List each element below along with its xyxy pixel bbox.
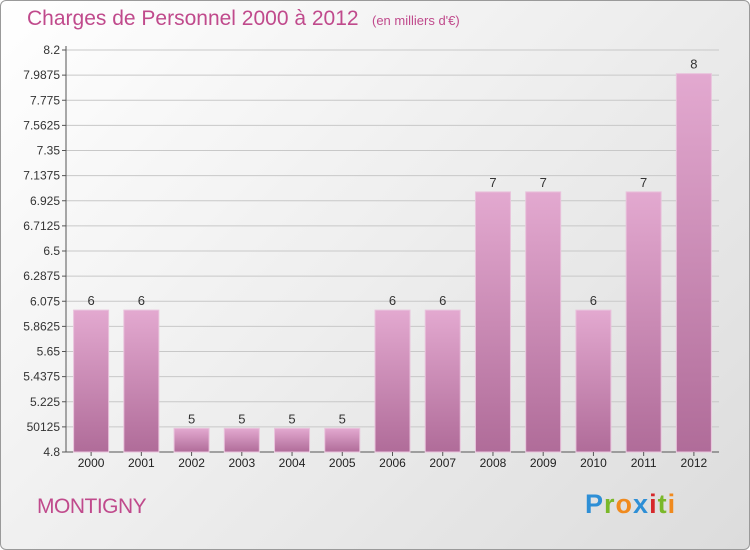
y-tick-label: 8.2 [43, 43, 60, 57]
logo-letter: o [615, 489, 634, 519]
data-label: 6 [590, 293, 597, 308]
y-tick-label: 6.7125 [23, 219, 60, 233]
x-tick-label: 2000 [78, 456, 105, 470]
logo-letter: r [604, 489, 616, 519]
chart-title: Charges de Personnel 2000 à 2012 [27, 7, 359, 30]
y-tick-label: 7.35 [37, 144, 61, 158]
x-tick-label: 2006 [379, 456, 406, 470]
bar-2009 [525, 191, 562, 453]
bars [73, 73, 712, 453]
data-label: 6 [439, 293, 446, 308]
y-tick-label: 7.1375 [23, 169, 60, 183]
data-label: 7 [540, 175, 547, 190]
x-tick-label: 2003 [228, 456, 255, 470]
y-tick-label: 6.925 [30, 194, 60, 208]
data-label: 6 [138, 293, 145, 308]
y-tick-label: 5.4375 [23, 370, 60, 384]
y-tick-label: 6.5 [43, 244, 60, 258]
commune-name: MONTIGNY [37, 495, 147, 518]
x-tick-label: 2012 [681, 456, 708, 470]
logo-letter: x [633, 489, 650, 519]
y-tick-labels: 4.8 50125 5.225 5.4375 5.65 5.8625 6.075 6.2875… [23, 43, 60, 459]
data-label: 5 [339, 411, 346, 426]
bar-2000 [73, 309, 110, 453]
data-label: 6 [389, 293, 396, 308]
y-tick-label: 50125 [27, 420, 61, 434]
bar-2011 [625, 191, 662, 453]
data-label: 6 [87, 293, 94, 308]
y-tick-label: 7.9875 [23, 68, 60, 82]
data-label: 7 [489, 175, 496, 190]
data-label: 5 [238, 411, 245, 426]
logo-letter: t [657, 489, 668, 519]
x-tick-labels: 2000 2001 2002 2003 2004 2005 2006 2007 2008 2009… [78, 452, 708, 470]
y-tick-label: 4.8 [43, 445, 60, 459]
y-tick-label: 6.2875 [23, 269, 60, 283]
logo-letter: i [667, 489, 677, 519]
bar-2004 [274, 427, 311, 453]
bar-2006 [374, 309, 411, 453]
proxiti-logo: Proxiti [585, 489, 676, 520]
bar-2005 [324, 427, 361, 453]
x-tick-label: 2007 [429, 456, 456, 470]
y-tick-label: 6.075 [30, 294, 60, 308]
x-tick-label: 2010 [580, 456, 607, 470]
x-tick-label: 2008 [480, 456, 507, 470]
y-tick-label: 7.5625 [23, 118, 60, 132]
data-label: 7 [640, 175, 647, 190]
value-labels: 6 6 5 5 5 5 6 6 7 7 6 7 8 [87, 57, 697, 427]
bar-2001 [123, 309, 160, 453]
x-tick-label: 2002 [178, 456, 205, 470]
bar-2002 [173, 427, 210, 453]
bar-2010 [575, 309, 612, 453]
x-tick-label: 2001 [128, 456, 155, 470]
x-tick-label: 2005 [329, 456, 356, 470]
bar-2012 [675, 73, 712, 453]
chart-subtitle: (en milliers d'€) [372, 13, 460, 28]
y-tick-label: 5.8625 [23, 319, 60, 333]
data-label: 5 [188, 411, 195, 426]
bar-2008 [474, 191, 511, 453]
x-tick-label: 2004 [279, 456, 306, 470]
y-tick-label: 5.225 [30, 395, 60, 409]
logo-letter: i [649, 489, 658, 519]
data-label: 5 [288, 411, 295, 426]
y-tick-label: 5.65 [37, 345, 61, 359]
logo-letter: P [585, 489, 605, 519]
bar-2003 [223, 427, 260, 453]
x-tick-label: 2009 [530, 456, 557, 470]
x-tick-label: 2011 [631, 456, 657, 470]
bar-2007 [424, 309, 461, 453]
y-tick-label: 7.775 [30, 93, 60, 107]
data-label: 8 [690, 57, 697, 72]
